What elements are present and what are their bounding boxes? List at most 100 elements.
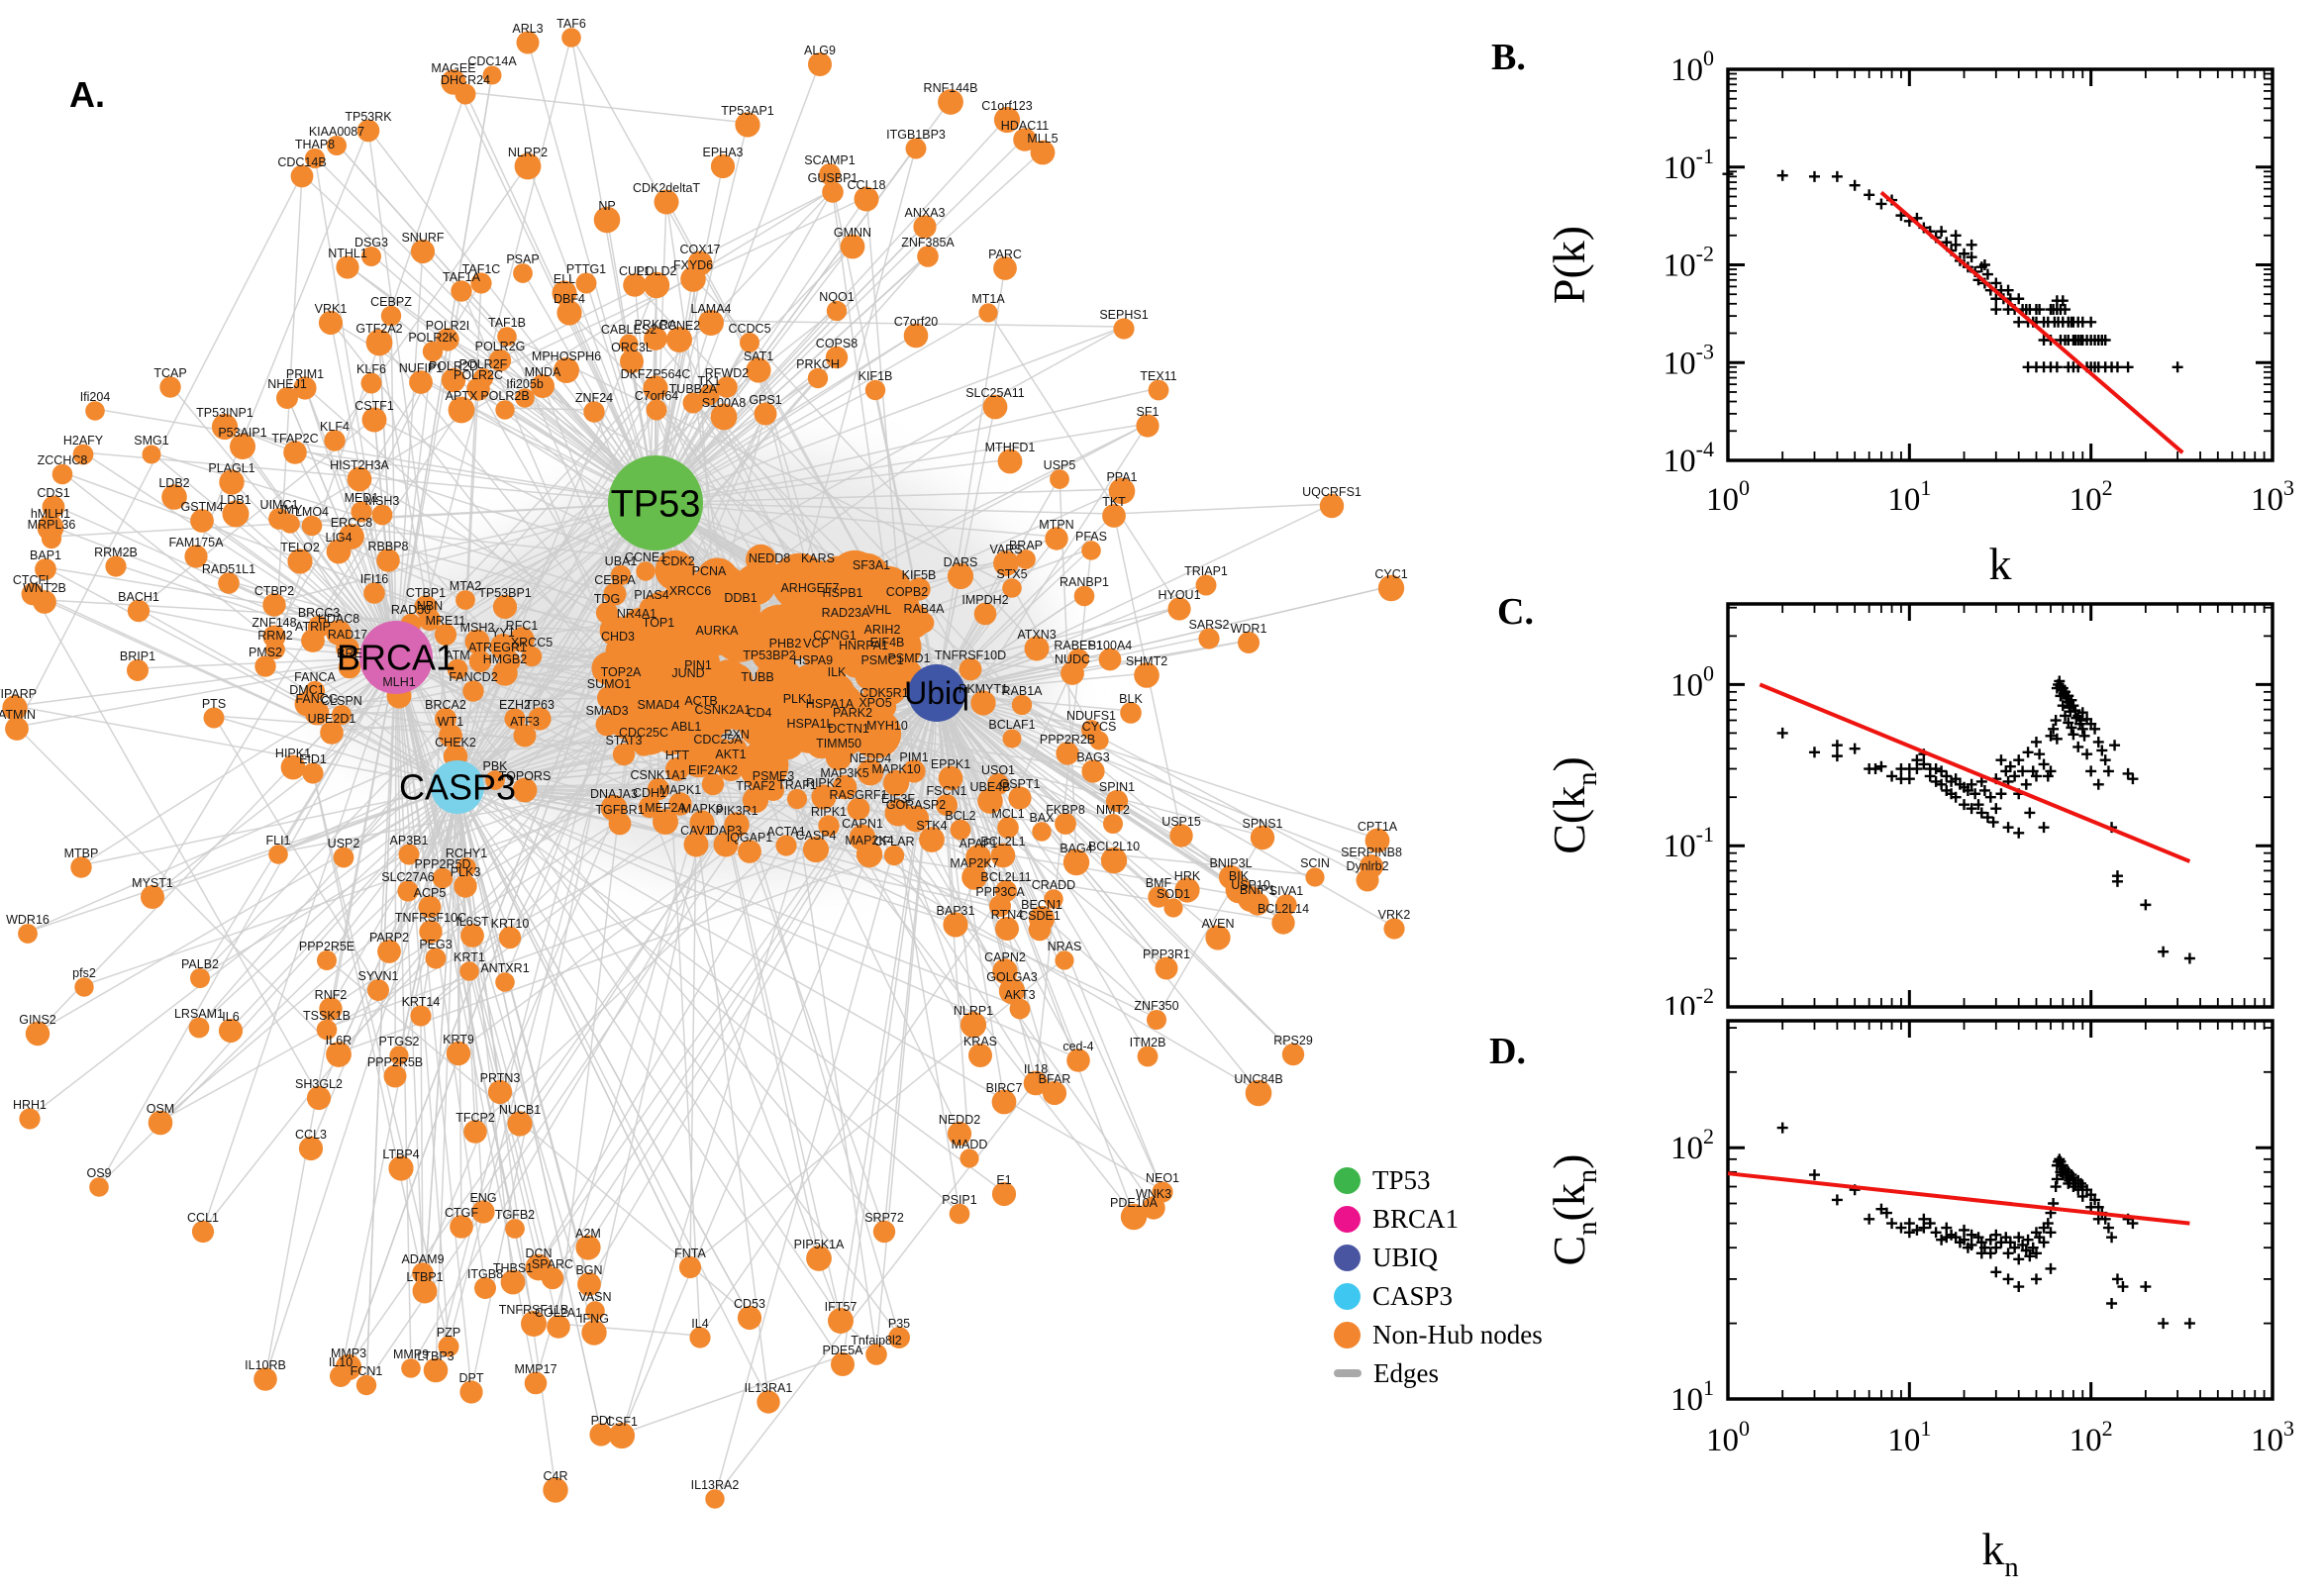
network-node xyxy=(950,819,971,841)
network-node-label: GINS2 xyxy=(19,1013,56,1027)
network-node xyxy=(643,375,668,401)
network-node xyxy=(262,593,286,617)
network-node xyxy=(738,840,761,863)
network-node xyxy=(903,323,929,349)
network-node xyxy=(541,1266,564,1290)
network-node xyxy=(363,582,385,604)
network-node xyxy=(1103,814,1123,834)
panel-c-label: C. xyxy=(1497,591,1534,633)
network-node xyxy=(798,590,822,614)
network-node-label: RRM2 xyxy=(257,629,292,643)
network-node-label: BIK xyxy=(1229,869,1250,883)
network-node-label: PPP2R5D xyxy=(415,857,471,871)
network-node xyxy=(575,272,597,294)
network-node-label: ALG9 xyxy=(804,44,836,57)
network-node-label: XPO5 xyxy=(858,696,891,710)
network-node xyxy=(668,565,688,585)
network-node-label: FLI1 xyxy=(265,834,290,848)
network-node-label: PTS xyxy=(202,697,226,711)
network-node-label: NQO1 xyxy=(819,290,854,304)
chart-clustering-coefficient: 100 10-1 10-2 C(kn) xyxy=(1544,602,2274,1015)
network-node xyxy=(905,138,927,159)
network-node xyxy=(803,664,823,684)
network-node xyxy=(819,707,841,729)
network-node xyxy=(883,845,905,866)
network-node xyxy=(854,649,873,669)
network-node-label: Tnfaip8l2 xyxy=(851,1334,901,1347)
network-node-label: TIMM50 xyxy=(816,737,861,750)
network-node-label: TAF1B xyxy=(488,316,526,330)
network-node-label: NEDD4 xyxy=(850,751,891,765)
network-node xyxy=(644,327,667,350)
network-node xyxy=(418,895,442,919)
network-node-label: COPB2 xyxy=(886,585,928,599)
network-node xyxy=(254,655,276,677)
network-node-label: JMY xyxy=(278,503,304,517)
network-node-label: CAV1 xyxy=(680,824,712,838)
network-node xyxy=(410,1005,432,1027)
network-node-label: IL6ST xyxy=(455,915,489,929)
network-node xyxy=(1011,694,1033,716)
network-node-label: BAP31 xyxy=(937,904,975,918)
network-node-label: CABLES2 xyxy=(601,323,656,337)
network-node-label: IMPDH2 xyxy=(961,593,1008,607)
y-axis-title: C(kn) xyxy=(1544,756,1603,854)
network-node xyxy=(1198,628,1220,649)
network-node xyxy=(977,788,1003,814)
network-node xyxy=(148,1110,173,1136)
network-node xyxy=(516,31,540,54)
network-node-label: USP15 xyxy=(1162,815,1201,829)
network-node-label: GMNN xyxy=(834,226,871,240)
network-node xyxy=(863,705,887,729)
network-node xyxy=(466,377,490,401)
network-node xyxy=(460,924,484,948)
network-node-label: PBK xyxy=(482,759,508,773)
network-node-label: BCL2L14 xyxy=(1258,902,1309,916)
network-node-label: ZNF350 xyxy=(1134,999,1178,1013)
network-node-label: TP53RK xyxy=(345,110,392,124)
network-node-label: PIN1 xyxy=(684,658,712,672)
network-node xyxy=(758,560,781,584)
x-tick-label: 102 xyxy=(2070,475,2113,518)
network-node xyxy=(336,637,359,660)
network-node xyxy=(356,119,380,143)
network-node xyxy=(304,148,326,169)
network-node-label: CSF1 xyxy=(606,1415,638,1429)
network-node-label: CASP4 xyxy=(796,829,837,843)
network-node xyxy=(698,384,720,406)
network-node-label: IL13RA2 xyxy=(691,1478,740,1492)
network-node xyxy=(643,271,670,299)
network-node xyxy=(389,1046,409,1065)
network-node-label: ARHGEF7 xyxy=(780,581,839,595)
network-node xyxy=(689,1327,711,1348)
network-node xyxy=(268,508,290,530)
network-node-label: FANCG xyxy=(295,692,338,706)
network-node xyxy=(624,615,650,641)
network-node xyxy=(451,280,472,302)
network-node-label: CCNE2 xyxy=(658,319,700,333)
network-node-label: RAD17 xyxy=(328,628,367,642)
network-node xyxy=(818,815,840,837)
network-node-label: NHEJ1 xyxy=(267,377,307,391)
network-node xyxy=(513,263,533,283)
network-node-label: XRCC6 xyxy=(669,584,711,598)
network-node xyxy=(1275,894,1297,916)
network-node xyxy=(1032,822,1052,842)
network-node xyxy=(698,310,724,336)
network-node-label: SHMT2 xyxy=(1126,654,1167,668)
network-node xyxy=(1002,729,1022,748)
network-node-label: POLR2C xyxy=(454,368,503,382)
network-node-label: CPT1A xyxy=(1358,820,1398,834)
network-node-label: C4R xyxy=(543,1469,567,1483)
network-node-label: ITGB1BP3 xyxy=(886,128,946,142)
network-node-label: TNFRSF10C xyxy=(395,911,466,925)
network-node xyxy=(190,509,214,533)
network-node-label: PSME3 xyxy=(753,769,794,783)
network-node-label: PFAS xyxy=(1075,530,1107,544)
network-node xyxy=(432,867,454,889)
network-node xyxy=(450,1215,473,1239)
network-node xyxy=(333,847,354,868)
network-node xyxy=(775,835,797,856)
network-node-label: IFI16 xyxy=(360,572,389,586)
network-node xyxy=(610,564,632,586)
